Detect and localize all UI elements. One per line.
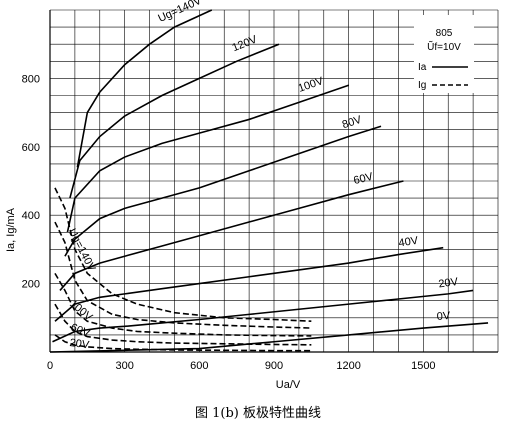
legend-title-tube: 805 <box>436 28 453 39</box>
plate-current-curve <box>64 125 382 257</box>
tick-labels: 0 300 600 900 1200 1500 200 400 600 800 <box>22 73 436 372</box>
curve-label: 100V <box>297 75 326 95</box>
curve-label: 0V <box>436 310 451 323</box>
curve-label: 20V <box>438 276 460 291</box>
plate-characteristics-chart: 0 300 600 900 1200 1500 200 400 600 800 Ug=140V 12… <box>5 0 499 391</box>
plate-current-curve <box>49 322 489 353</box>
grid-current-curve <box>54 303 312 346</box>
x-tick-label: 1500 <box>411 360 435 372</box>
plate-current-curve <box>76 9 213 168</box>
plate-current-curve <box>52 289 474 343</box>
legend-ig-label: Ig <box>418 80 426 91</box>
figure-caption: 图 1(b) 板极特性曲线 <box>194 406 321 421</box>
curve-label: 20V <box>69 337 91 352</box>
legend-ia-label: Ia <box>418 62 427 73</box>
grid-current-curve <box>54 221 312 329</box>
grid-current-curve <box>54 334 312 352</box>
curve-label: 60V <box>352 171 375 188</box>
legend: 805 Ũf=10V Ia Ig <box>414 15 474 93</box>
x-tick-label: 600 <box>190 360 208 372</box>
plate-current-curve <box>59 180 404 291</box>
plate-current-curve <box>66 84 349 233</box>
curve-label: 80V <box>341 114 364 132</box>
plate-current-curve <box>54 246 444 322</box>
grid-current-curve <box>54 187 312 323</box>
grid-current-curve <box>54 272 312 337</box>
y-tick-label: 200 <box>22 279 40 291</box>
curves <box>49 9 489 353</box>
y-tick-label: 600 <box>22 142 40 154</box>
legend-box <box>414 15 474 93</box>
curve-label: Ug=140V <box>156 0 204 25</box>
x-tick-label: 900 <box>265 360 283 372</box>
curve-label: 40V <box>398 235 420 250</box>
x-tick-label: 300 <box>115 360 133 372</box>
x-tick-label: 0 <box>47 360 53 372</box>
curve-label: 120V <box>231 33 260 54</box>
x-axis-label: Ua/V <box>276 379 301 391</box>
y-tick-label: 800 <box>22 73 40 85</box>
plate-current-curve <box>69 43 280 199</box>
y-tick-label: 400 <box>22 210 40 222</box>
x-tick-label: 1200 <box>336 360 360 372</box>
legend-title-filament: Ũf=10V <box>427 40 461 53</box>
y-axis-label: Ia, Ig/mA <box>5 207 17 252</box>
